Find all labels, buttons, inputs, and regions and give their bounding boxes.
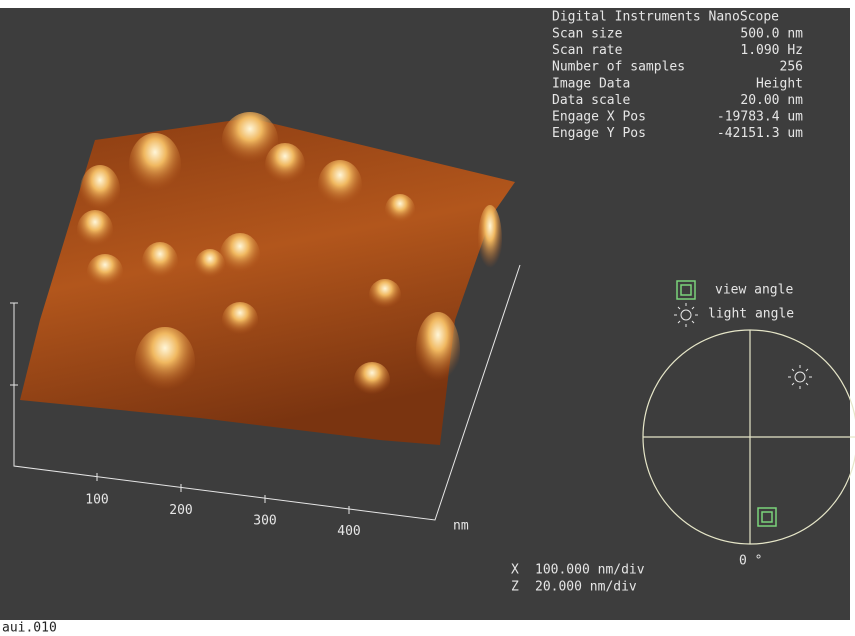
info-value: 256 (780, 60, 803, 75)
surface (20, 112, 515, 445)
x-tick-label: 200 (169, 503, 192, 518)
info-value: Height (756, 76, 803, 91)
info-label: Engage X Pos (552, 110, 646, 125)
info-label: Data scale (552, 93, 630, 108)
file-name: aui.010 (2, 621, 57, 636)
scale-x-value: 100.000 nm/div (535, 563, 645, 578)
info-value: 500.0 nm (740, 27, 803, 42)
info-label: Engage Y Pos (552, 126, 646, 141)
info-label: Number of samples (552, 60, 685, 75)
angle-dial (642, 329, 855, 545)
info-label: Scan rate (552, 43, 623, 58)
light-label: light angle (708, 307, 794, 322)
info-title: Digital Instruments NanoScope (552, 10, 779, 25)
view-label: view angle (715, 283, 793, 298)
info-value: 20.00 nm (740, 93, 803, 108)
info-value: 1.090 Hz (740, 43, 803, 58)
axes (10, 264, 521, 521)
x-tick-label: 100 (85, 493, 108, 508)
info-value: -42151.3 um (717, 126, 803, 141)
x-tick-label: 300 (253, 514, 276, 529)
info-value: -19783.4 um (717, 110, 803, 125)
info-label: Scan size (552, 27, 623, 42)
angle-label: 0 ° (739, 554, 762, 569)
scale-z-value: 20.000 nm/div (535, 580, 637, 595)
scale-z-axis: Z (511, 580, 519, 595)
info-label: Image Data (552, 76, 630, 91)
light-icon (674, 303, 698, 327)
scale-x-axis: X (511, 563, 519, 578)
axis-unit: nm (453, 519, 469, 534)
x-tick-label: 400 (337, 524, 360, 539)
